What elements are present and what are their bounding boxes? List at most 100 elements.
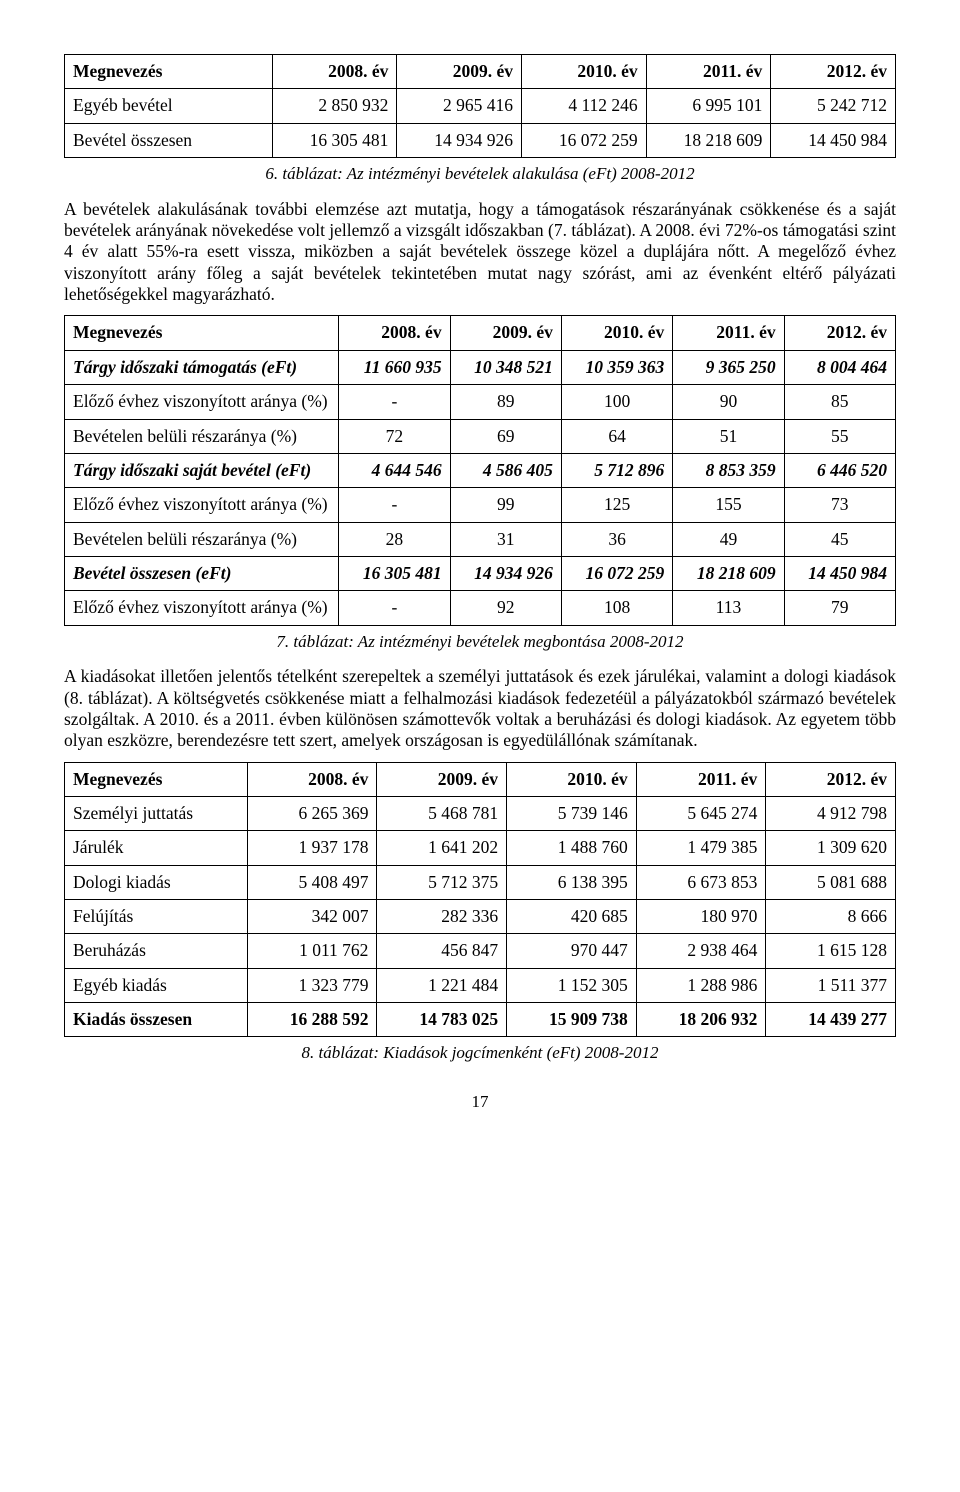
cell: 4 112 246 <box>522 89 647 123</box>
table-caption: 6. táblázat: Az intézményi bevételek ala… <box>64 164 896 185</box>
cell: 342 007 <box>247 900 377 934</box>
cell: 16 072 259 <box>561 556 672 590</box>
cell: 1 479 385 <box>636 831 766 865</box>
cell: 69 <box>450 419 561 453</box>
table-row: Előző évhez viszonyított aránya (%)-9210… <box>65 591 896 625</box>
row-label: Felújítás <box>65 900 248 934</box>
col-header: 2008. év <box>339 316 450 350</box>
cell: 125 <box>561 488 672 522</box>
cell: 1 221 484 <box>377 968 507 1002</box>
cell: 456 847 <box>377 934 507 968</box>
table-row: Személyi juttatás6 265 3695 468 7815 739… <box>65 797 896 831</box>
cell: 14 450 984 <box>784 556 895 590</box>
col-header: 2011. év <box>636 762 766 796</box>
cell: 1 152 305 <box>507 968 637 1002</box>
cell: 14 783 025 <box>377 1003 507 1037</box>
table-row: Kiadás összesen16 288 59214 783 02515 90… <box>65 1003 896 1037</box>
cell: 1 937 178 <box>247 831 377 865</box>
cell: 36 <box>561 522 672 556</box>
col-header: 2009. év <box>377 762 507 796</box>
cell: 1 011 762 <box>247 934 377 968</box>
table-row: Tárgy időszaki saját bevétel (eFt)4 644 … <box>65 453 896 487</box>
row-label: Bevétel összesen <box>65 123 273 157</box>
table-header-row: Megnevezés 2008. év 2009. év 2010. év 20… <box>65 762 896 796</box>
cell: 6 995 101 <box>646 89 771 123</box>
col-header: 2009. év <box>397 55 522 89</box>
page: Megnevezés 2008. év 2009. év 2010. év 20… <box>0 0 960 1137</box>
cell: 18 206 932 <box>636 1003 766 1037</box>
paragraph: A kiadásokat illetően jelentős tételként… <box>64 666 896 751</box>
cell: 155 <box>673 488 784 522</box>
cell: 51 <box>673 419 784 453</box>
cell: 79 <box>784 591 895 625</box>
row-label: Személyi juttatás <box>65 797 248 831</box>
cell: 5 712 375 <box>377 865 507 899</box>
cell: 5 712 896 <box>561 453 672 487</box>
row-label: Tárgy időszaki saját bevétel (eFt) <box>65 453 339 487</box>
cell: 5 408 497 <box>247 865 377 899</box>
cell: 89 <box>450 385 561 419</box>
col-header: 2008. év <box>272 55 397 89</box>
table-row: Egyéb bevétel2 850 9322 965 4164 112 246… <box>65 89 896 123</box>
col-header: 2012. év <box>771 55 896 89</box>
row-label: Előző évhez viszonyított aránya (%) <box>65 488 339 522</box>
cell: 16 288 592 <box>247 1003 377 1037</box>
cell: 6 265 369 <box>247 797 377 831</box>
col-header: Megnevezés <box>65 762 248 796</box>
row-label: Előző évhez viszonyított aránya (%) <box>65 591 339 625</box>
cell: 11 660 935 <box>339 350 450 384</box>
cell: 16 072 259 <box>522 123 647 157</box>
table-row: Felújítás342 007282 336420 685180 9708 6… <box>65 900 896 934</box>
cell: 108 <box>561 591 672 625</box>
table-caption: 8. táblázat: Kiadások jogcímenként (eFt)… <box>64 1043 896 1064</box>
row-label: Dologi kiadás <box>65 865 248 899</box>
cell: 282 336 <box>377 900 507 934</box>
cell: 55 <box>784 419 895 453</box>
cell: 1 288 986 <box>636 968 766 1002</box>
table-row: Bevételen belüli részaránya (%)726964515… <box>65 419 896 453</box>
cell: 14 934 926 <box>450 556 561 590</box>
cell: 113 <box>673 591 784 625</box>
col-header: 2008. év <box>247 762 377 796</box>
cell: 18 218 609 <box>673 556 784 590</box>
cell: 1 309 620 <box>766 831 896 865</box>
cell: 5 081 688 <box>766 865 896 899</box>
cell: 4 644 546 <box>339 453 450 487</box>
cell: 970 447 <box>507 934 637 968</box>
table-caption: 7. táblázat: Az intézményi bevételek meg… <box>64 632 896 653</box>
cell: 64 <box>561 419 672 453</box>
col-header: 2009. év <box>450 316 561 350</box>
cell: 14 450 984 <box>771 123 896 157</box>
col-header: 2011. év <box>646 55 771 89</box>
row-label: Tárgy időszaki támogatás (eFt) <box>65 350 339 384</box>
cell: 2 965 416 <box>397 89 522 123</box>
table-row: Járulék1 937 1781 641 2021 488 7601 479 … <box>65 831 896 865</box>
row-label: Beruházás <box>65 934 248 968</box>
row-label: Egyéb kiadás <box>65 968 248 1002</box>
table-row: Beruházás1 011 762456 847970 4472 938 46… <box>65 934 896 968</box>
cell: 6 673 853 <box>636 865 766 899</box>
cell: 90 <box>673 385 784 419</box>
col-header: 2010. év <box>561 316 672 350</box>
cell: 18 218 609 <box>646 123 771 157</box>
cell: 99 <box>450 488 561 522</box>
page-number: 17 <box>64 1092 896 1113</box>
cell: 31 <box>450 522 561 556</box>
table-row: Tárgy időszaki támogatás (eFt)11 660 935… <box>65 350 896 384</box>
cell: 9 365 250 <box>673 350 784 384</box>
row-label: Kiadás összesen <box>65 1003 248 1037</box>
cell: - <box>339 385 450 419</box>
table-row: Bevétel összesen16 305 48114 934 92616 0… <box>65 123 896 157</box>
cell: 6 446 520 <box>784 453 895 487</box>
cell: 14 439 277 <box>766 1003 896 1037</box>
col-header: Megnevezés <box>65 316 339 350</box>
cell: 6 138 395 <box>507 865 637 899</box>
cell: 14 934 926 <box>397 123 522 157</box>
row-label: Előző évhez viszonyított aránya (%) <box>65 385 339 419</box>
table-revenue-summary: Megnevezés 2008. év 2009. év 2010. év 20… <box>64 54 896 158</box>
cell: 5 468 781 <box>377 797 507 831</box>
cell: 5 242 712 <box>771 89 896 123</box>
row-label: Bevételen belüli részaránya (%) <box>65 522 339 556</box>
cell: 1 615 128 <box>766 934 896 968</box>
paragraph: A bevételek alakulásának további elemzés… <box>64 199 896 306</box>
